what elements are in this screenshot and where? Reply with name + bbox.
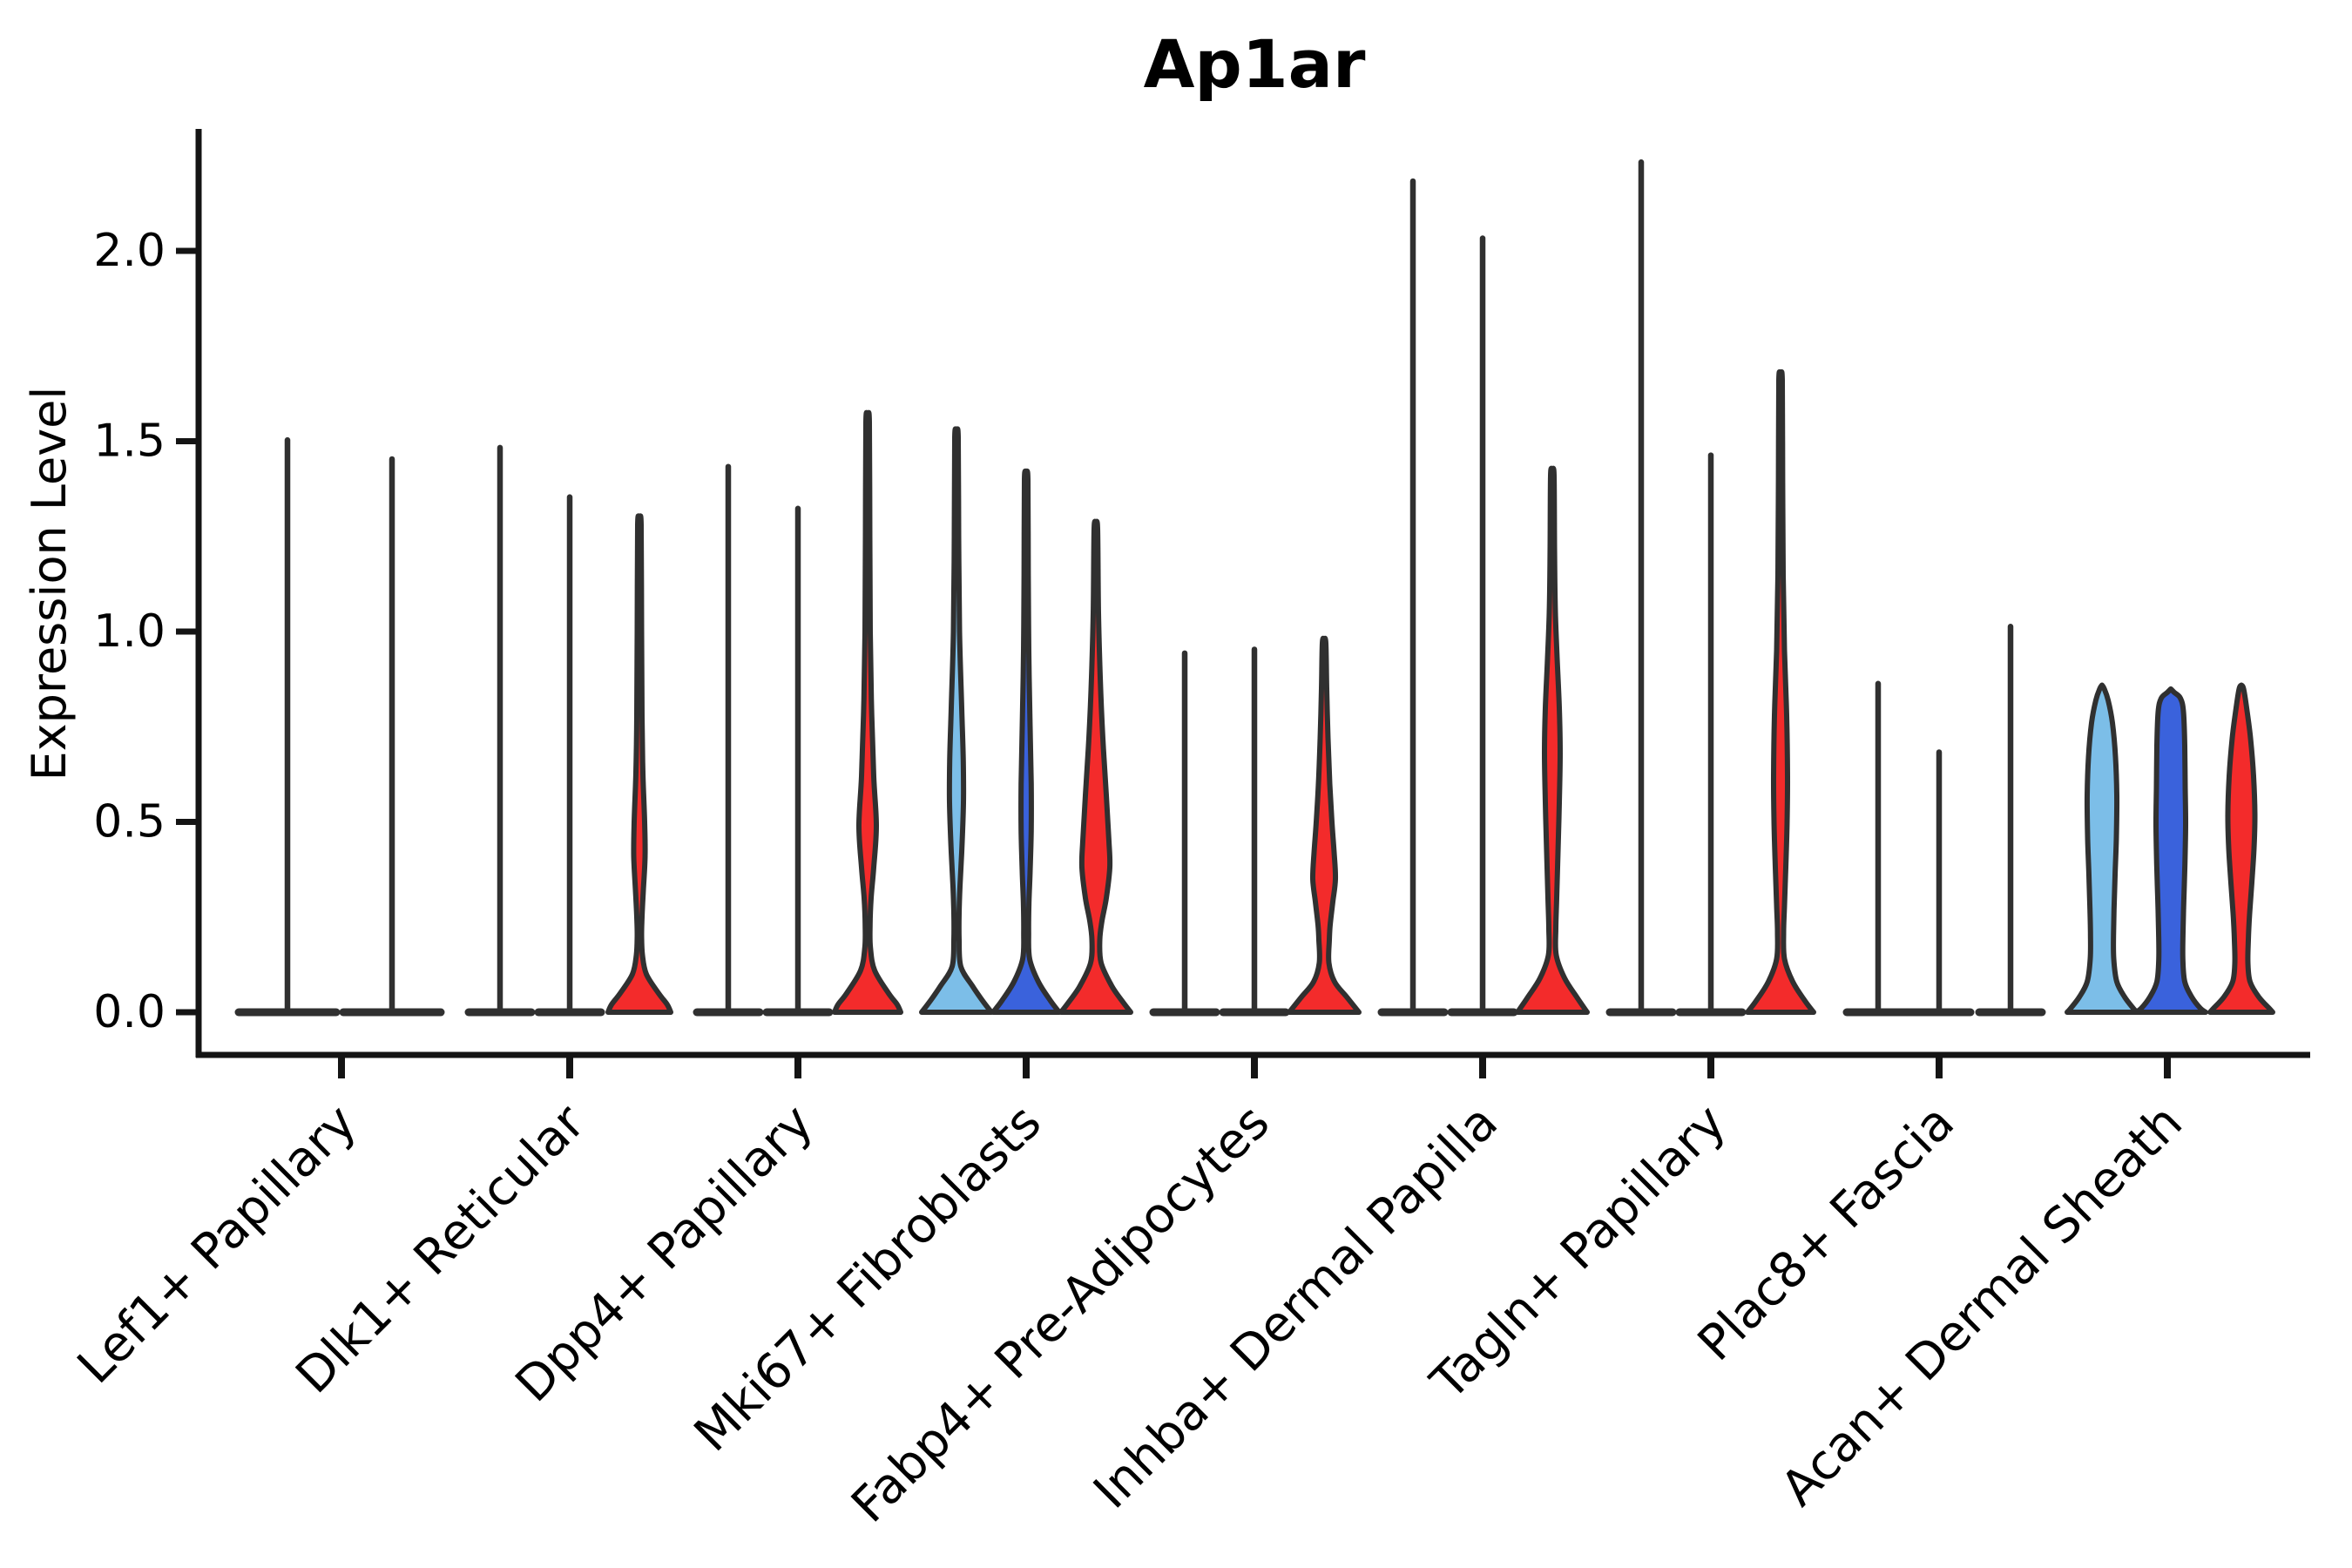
violin-red (1515, 465, 1590, 1015)
y-tick-label: 0.5 (93, 796, 166, 848)
violin-light_blue (919, 426, 994, 1015)
violin-red (832, 409, 903, 1015)
y-tick-label: 1.5 (93, 416, 166, 468)
violin-red (1058, 518, 1133, 1015)
violin-red (1287, 635, 1362, 1015)
violin-red (2207, 682, 2275, 1015)
violin-red (605, 513, 673, 1015)
violin-light_blue (2065, 682, 2139, 1015)
violin-dark_blue (990, 468, 1062, 1015)
y-tick-label: 2.0 (93, 225, 166, 277)
violin-red (1745, 368, 1816, 1015)
chart-title: Ap1ar (1144, 25, 1366, 103)
violin-dark_blue (2133, 686, 2208, 1015)
y-axis-label: Expression Level (22, 387, 77, 781)
y-tick-label: 1.0 (93, 605, 166, 658)
y-tick-label: 0.0 (93, 986, 166, 1038)
